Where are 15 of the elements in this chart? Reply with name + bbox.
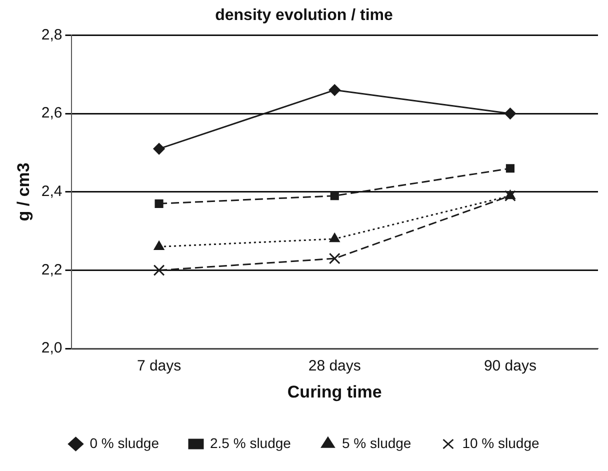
legend-label: 5 % sludge — [342, 434, 412, 451]
y-tick-label: 2,4 — [41, 183, 62, 200]
legend-label: 10 % sludge — [462, 434, 540, 451]
x-tick-label: 7 days — [136, 358, 182, 375]
y-tick-label: 2,2 — [41, 261, 62, 278]
chart-title: density evolution / time — [215, 7, 393, 24]
legend-label: 2.5 % sludge — [210, 434, 292, 451]
x-tick-label: 28 days — [308, 358, 361, 375]
x-tick-label: 90 days — [484, 358, 536, 375]
y-tick-label: 2,8 — [41, 26, 62, 44]
legend-label: 0 % sludge — [90, 434, 160, 451]
y-axis-title: g / cm3 — [14, 162, 33, 222]
x-axis-title: Curing time — [287, 382, 382, 402]
y-tick-label: 2,0 — [41, 340, 62, 357]
y-tick-label: 2,6 — [41, 104, 62, 122]
